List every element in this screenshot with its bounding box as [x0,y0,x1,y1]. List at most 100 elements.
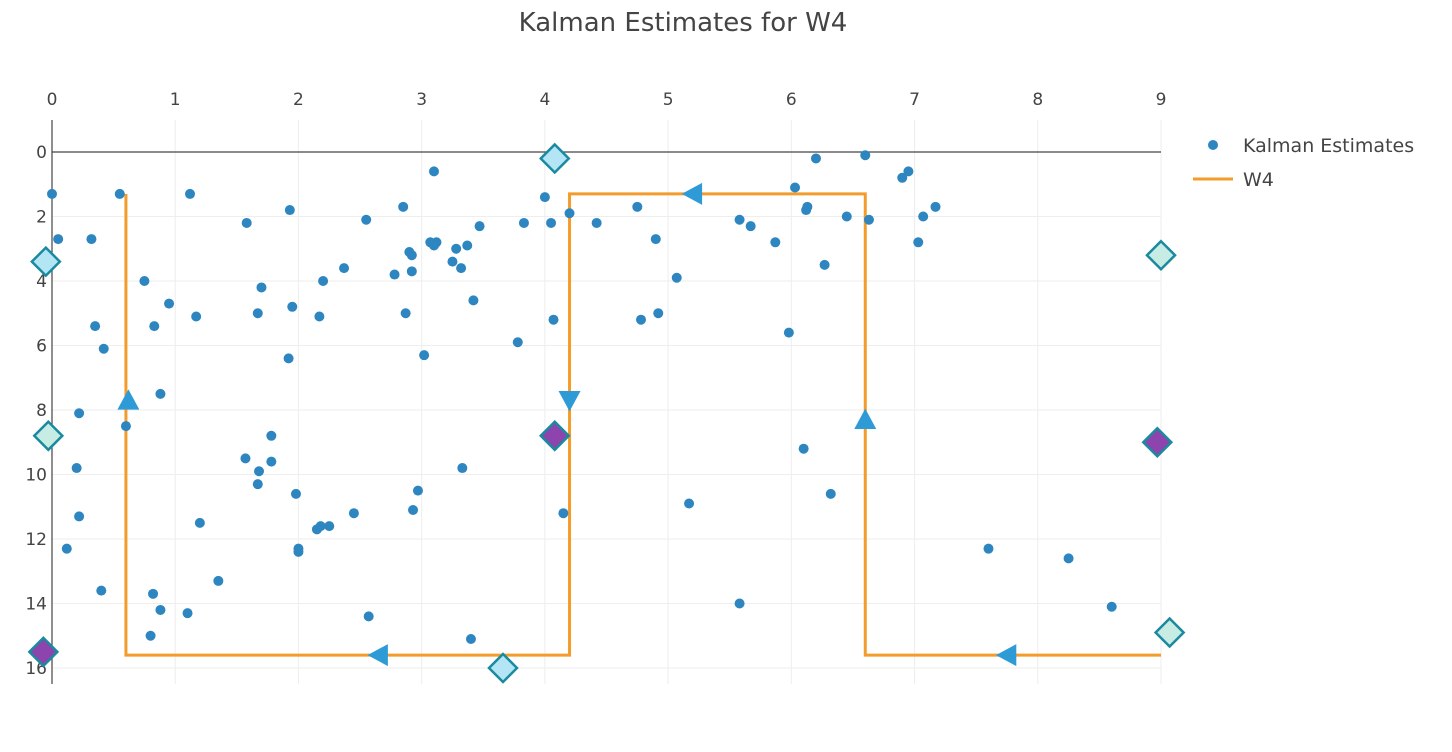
legend[interactable]: Kalman Estimates W4 [1193,135,1414,191]
kalman-estimate-point [457,463,468,474]
diamond-marker-purple [1141,426,1174,459]
y-tick-label: 2 [36,208,47,228]
w4-path-layer [124,192,1161,657]
legend-label-w4: W4 [1243,169,1274,191]
kalman-estimate-point [671,272,682,283]
kalman-estimate-point [74,511,85,522]
kalman-estimate-point [98,343,109,354]
kalman-estimate-point [684,498,695,509]
kalman-estimate-point [451,243,462,254]
diamond-marker-light [30,245,62,278]
kalman-estimate-point [315,521,326,532]
direction-arrow-down [558,390,581,412]
y-tick-label: 14 [25,595,47,615]
x-tick-label: 7 [909,90,920,110]
kalman-estimate-point [930,201,941,212]
kalman-estimate-point [548,314,559,325]
kalman-estimate-point [465,633,476,644]
legend-marker-kalman-estimates [1208,140,1218,150]
kalman-estimate-point [339,263,350,274]
y-tick-label: 10 [25,466,47,486]
kalman-estimate-point [120,421,131,432]
kalman-estimate-point [348,508,359,519]
kalman-estimate-point [164,298,175,309]
x-tick-label: 9 [1156,90,1167,110]
kalman-estimate-point [324,521,335,532]
chart-title: Kalman Estimates for W4 [519,8,848,38]
kalman-estimate-point [650,234,661,245]
kalman-estimate-point [400,308,411,319]
diamond-marker-purple [538,420,571,452]
kalman-estimate-point [810,153,821,164]
kalman-estimate-point [318,276,329,286]
kalman-estimate-point [61,543,72,554]
diamond-marker-pale [1145,239,1177,271]
kalman-estimate-point [591,217,602,228]
kalman-estimate-point [825,488,836,499]
kalman-points-layer [47,150,1117,644]
kalman-estimate-point [419,350,430,361]
direction-arrow-up [117,389,140,410]
legend-label-kalman-estimates: Kalman Estimates [1243,135,1414,157]
kalman-estimate-point [428,166,439,177]
kalman-estimate-point [139,276,150,286]
kalman-estimate-point [287,301,298,312]
kalman-estimate-point [293,546,304,557]
kalman-estimate-point [256,282,267,293]
kalman-estimate-point [798,443,809,454]
kalman-estimate-point [194,517,205,528]
kalman-estimate-point [653,308,664,319]
kalman-estimate-point [290,488,301,499]
kalman-estimate-point [863,214,874,225]
kalman-estimate-point [474,221,485,232]
w4-line [124,192,1161,657]
kalman-estimate-point [860,150,871,161]
kalman-estimate-point [155,388,166,399]
kalman-estimate-point [431,237,442,248]
diamond-markers-layer [27,142,1186,684]
axes [51,120,1161,684]
kalman-estimate-point [252,308,263,319]
kalman-estimate-point [148,588,159,599]
direction-arrow-left [995,644,1017,667]
kalman-estimate-point [412,485,423,496]
x-tick-label: 5 [663,90,674,110]
kalman-estimate-point [734,214,745,225]
diamond-marker-pale [32,420,65,452]
kalman-estimate-point [897,172,908,183]
diamond-marker-light [538,142,571,175]
kalman-estimate-point [314,311,325,322]
kalman-estimate-point [240,453,251,464]
kalman-estimate-point [363,611,374,622]
kalman-estimate-point [770,237,781,248]
grid-lines [52,120,1162,684]
direction-arrow-up [854,408,877,430]
kalman-estimate-point [266,430,277,441]
kalman-estimate-point [734,598,745,609]
y-tick-label: 4 [36,272,47,292]
kalman-estimate-point [213,575,224,586]
kalman-estimate-point [145,630,156,641]
kalman-estimate-point [254,466,265,477]
y-tick-label: 6 [36,337,47,357]
x-tick-label: 8 [1032,90,1043,110]
kalman-estimate-point [783,327,794,338]
kalman-estimate-point [283,353,294,364]
kalman-estimate-point [564,208,575,219]
kalman-estimate-point [558,508,569,519]
kalman-estimate-point [462,240,473,251]
kalman-estimate-point [74,408,85,419]
direction-arrow-left [367,644,388,667]
x-tick-label: 0 [47,90,58,110]
direction-arrow-left [681,182,703,205]
kalman-estimate-point [155,604,166,615]
kalman-estimate-point [406,266,417,277]
kalman-estimate-point [819,259,830,270]
x-tick-label: 6 [786,90,797,110]
kalman-estimate-point [841,211,852,222]
kalman-estimate-point [241,217,252,228]
kalman-estimate-point [546,217,557,228]
kalman-estimate-point [149,321,160,332]
